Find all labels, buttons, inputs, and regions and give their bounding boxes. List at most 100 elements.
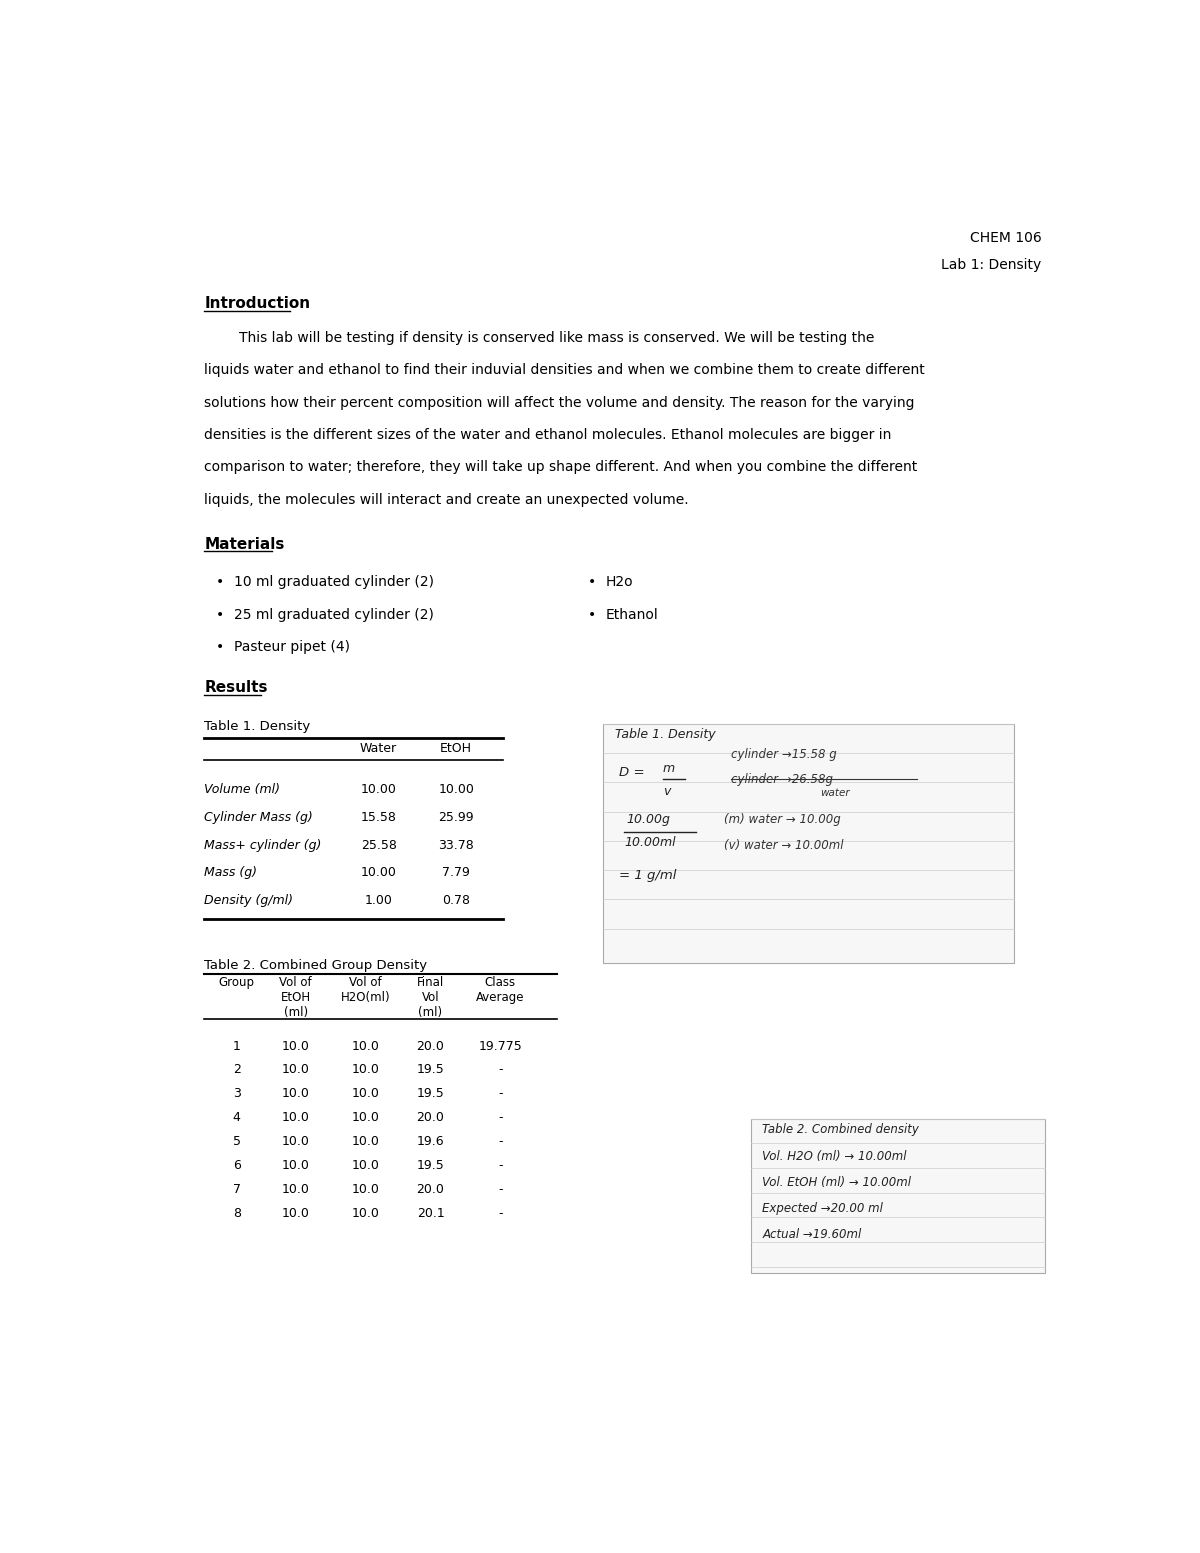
Text: Volume (ml): Volume (ml) [204,783,281,797]
Text: -: - [498,1087,503,1100]
Text: 3: 3 [233,1087,241,1100]
Text: •: • [216,575,224,589]
Text: Lab 1: Density: Lab 1: Density [941,258,1042,272]
Text: 4: 4 [233,1110,241,1124]
Text: Vol. H2O (ml) → 10.00ml: Vol. H2O (ml) → 10.00ml [762,1149,907,1163]
Text: 10.0: 10.0 [282,1207,310,1219]
Text: 25 ml graduated cylinder (2): 25 ml graduated cylinder (2) [234,607,433,621]
Text: 10.0: 10.0 [352,1207,379,1219]
Text: 5: 5 [233,1135,241,1148]
Text: Table 2. Combined Group Density: Table 2. Combined Group Density [204,958,427,972]
Text: 8: 8 [233,1207,241,1219]
Text: Final
Vol
(ml): Final Vol (ml) [416,977,444,1019]
Text: 1: 1 [233,1039,241,1053]
Text: H2o: H2o [606,575,634,589]
Text: EtOH: EtOH [440,741,472,755]
Text: 10.00ml: 10.00ml [624,836,676,849]
Text: Class
Average: Class Average [476,977,524,1005]
Text: Ethanol: Ethanol [606,607,659,621]
Text: Mass (g): Mass (g) [204,867,257,879]
Text: 10.0: 10.0 [352,1159,379,1173]
Text: Materials: Materials [204,537,284,551]
Text: 25.99: 25.99 [438,811,474,823]
Text: (m) water → 10.00g: (m) water → 10.00g [724,814,840,826]
Text: 1.00: 1.00 [365,895,392,907]
Text: m: m [664,763,676,775]
Text: v: v [664,786,671,798]
Text: •: • [588,575,596,589]
Text: 19.775: 19.775 [479,1039,522,1053]
Text: 19.5: 19.5 [416,1064,444,1076]
Text: •: • [216,640,224,654]
Text: D =: D = [619,766,644,780]
Text: Actual →19.60ml: Actual →19.60ml [762,1228,862,1241]
Text: 20.1: 20.1 [416,1207,444,1219]
Text: -: - [498,1207,503,1219]
Text: Mass+ cylinder (g): Mass+ cylinder (g) [204,839,322,851]
Text: Vol. EtOH (ml) → 10.00ml: Vol. EtOH (ml) → 10.00ml [762,1176,911,1188]
Text: 10.0: 10.0 [352,1064,379,1076]
Text: Vol of
H2O(ml): Vol of H2O(ml) [341,977,390,1005]
Text: 10.00g: 10.00g [626,814,671,826]
Text: Vol of
EtOH
(ml): Vol of EtOH (ml) [280,977,312,1019]
Text: cylinder →15.58 g: cylinder →15.58 g [731,749,838,761]
Text: Table 1. Density: Table 1. Density [616,728,715,741]
Text: •: • [588,607,596,621]
Text: -: - [498,1135,503,1148]
Text: •: • [216,607,224,621]
Text: 6: 6 [233,1159,241,1173]
Text: liquids, the molecules will interact and create an unexpected volume.: liquids, the molecules will interact and… [204,492,689,506]
FancyBboxPatch shape [604,724,1014,963]
Text: 10.0: 10.0 [282,1110,310,1124]
Text: water: water [821,789,850,798]
Text: 7.79: 7.79 [442,867,470,879]
Text: 10.0: 10.0 [352,1039,379,1053]
Text: 10.00: 10.00 [361,783,396,797]
Text: 10.0: 10.0 [282,1039,310,1053]
Text: 7: 7 [233,1183,241,1196]
Text: 10.0: 10.0 [352,1110,379,1124]
Text: 10.0: 10.0 [352,1183,379,1196]
Text: (v) water → 10.00ml: (v) water → 10.00ml [724,839,842,853]
Text: 25.58: 25.58 [361,839,396,851]
Text: 20.0: 20.0 [416,1110,444,1124]
Text: = 1 g/ml: = 1 g/ml [619,868,677,882]
Text: 10.0: 10.0 [352,1135,379,1148]
Text: 19.6: 19.6 [416,1135,444,1148]
Text: 10.0: 10.0 [282,1159,310,1173]
Text: solutions how their percent composition will affect the volume and density. The : solutions how their percent composition … [204,396,914,410]
Text: 19.5: 19.5 [416,1159,444,1173]
Text: This lab will be testing if density is conserved like mass is conserved. We will: This lab will be testing if density is c… [204,331,875,345]
Text: 10.00: 10.00 [438,783,474,797]
Text: Density (g/ml): Density (g/ml) [204,895,293,907]
Text: 0.78: 0.78 [442,895,470,907]
Text: 10.0: 10.0 [282,1183,310,1196]
Text: 10 ml graduated cylinder (2): 10 ml graduated cylinder (2) [234,575,433,589]
Text: 10.0: 10.0 [282,1087,310,1100]
Text: CHEM 106: CHEM 106 [970,231,1042,245]
Text: densities is the different sizes of the water and ethanol molecules. Ethanol mol: densities is the different sizes of the … [204,429,892,443]
Text: 15.58: 15.58 [361,811,396,823]
Text: Group: Group [218,977,254,989]
Text: Results: Results [204,680,268,694]
Text: 10.0: 10.0 [282,1135,310,1148]
Text: 2: 2 [233,1064,241,1076]
Text: 33.78: 33.78 [438,839,474,851]
Text: 19.5: 19.5 [416,1087,444,1100]
Text: liquids water and ethanol to find their induvial densities and when we combine t: liquids water and ethanol to find their … [204,363,925,377]
Text: Expected →20.00 ml: Expected →20.00 ml [762,1202,883,1214]
Text: Table 2. Combined density: Table 2. Combined density [762,1123,919,1137]
FancyBboxPatch shape [751,1118,1045,1273]
Text: 20.0: 20.0 [416,1039,444,1053]
Text: -: - [498,1183,503,1196]
Text: Pasteur pipet (4): Pasteur pipet (4) [234,640,349,654]
Text: Cylinder Mass (g): Cylinder Mass (g) [204,811,313,823]
Text: 10.0: 10.0 [352,1087,379,1100]
Text: 10.00: 10.00 [361,867,396,879]
Text: Table 1. Density: Table 1. Density [204,721,311,733]
Text: cylinder →26.58g: cylinder →26.58g [731,773,833,786]
Text: -: - [498,1110,503,1124]
Text: Introduction: Introduction [204,297,311,312]
Text: 20.0: 20.0 [416,1183,444,1196]
Text: -: - [498,1159,503,1173]
